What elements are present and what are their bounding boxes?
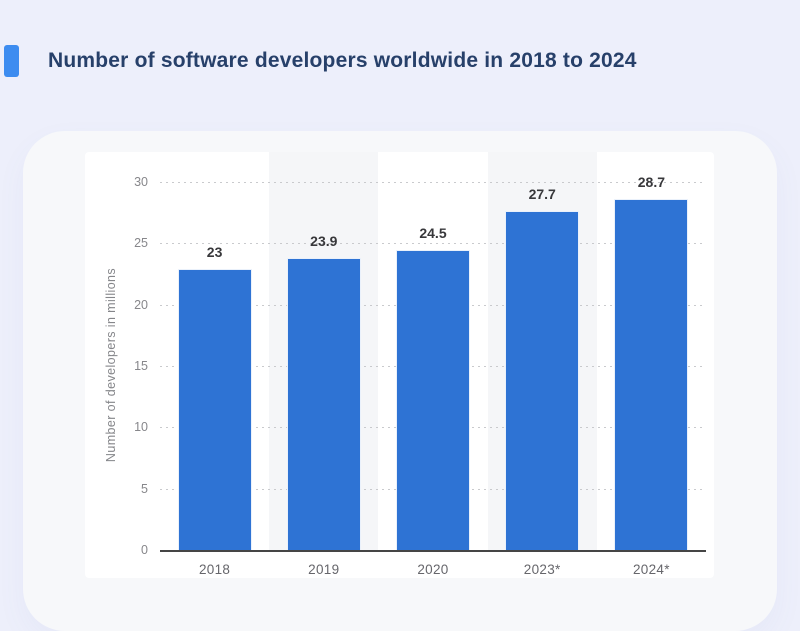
- x-label-2024: 2024*: [632, 562, 670, 577]
- gridline-25: [160, 243, 706, 245]
- x-axis-line: [160, 550, 706, 552]
- bar-2023[interactable]: [505, 211, 580, 551]
- title-accent-marker: [4, 45, 19, 77]
- x-label-2023: 2023*: [523, 562, 561, 577]
- y-tick-10: 10: [134, 420, 148, 435]
- y-tick-25: 25: [134, 236, 148, 251]
- x-label-2018: 2018: [198, 562, 231, 577]
- bar-2020[interactable]: [396, 250, 470, 551]
- bar-value-label-2018: 23: [206, 243, 223, 260]
- bar-value-label-2023: 27.7: [528, 186, 556, 203]
- bar-2018[interactable]: [177, 268, 252, 551]
- bar-chart-plot-area: 0 5 10 15 20 25 30 23 23.9 24.5 27.7 28.7 2018 2019 20…: [134, 152, 706, 577]
- chart-plot-panel: Number of developers in millions 0 5 10 15 2…: [85, 152, 714, 578]
- y-tick-20: 20: [134, 297, 148, 312]
- y-tick-15: 15: [134, 359, 148, 373]
- page-header: Number of software developers worldwide …: [0, 0, 800, 100]
- bar-value-label-2019: 23.9: [310, 232, 338, 249]
- page-title: Number of software developers worldwide …: [48, 49, 637, 72]
- y-tick-0: 0: [141, 543, 148, 557]
- x-label-2020: 2020: [417, 562, 449, 577]
- y-tick-30: 30: [134, 175, 148, 189]
- bar-value-label-2020: 24.5: [419, 225, 447, 242]
- x-label-2019: 2019: [308, 562, 340, 577]
- bar-value-label-2024: 28.7: [637, 173, 666, 190]
- gridline-30: [160, 182, 706, 183]
- y-tick-5: 5: [141, 481, 148, 496]
- chart-card: Number of developers in millions 0 5 10 15 2…: [23, 131, 777, 631]
- bar-2024[interactable]: [614, 198, 689, 551]
- bar-2019[interactable]: [286, 257, 361, 551]
